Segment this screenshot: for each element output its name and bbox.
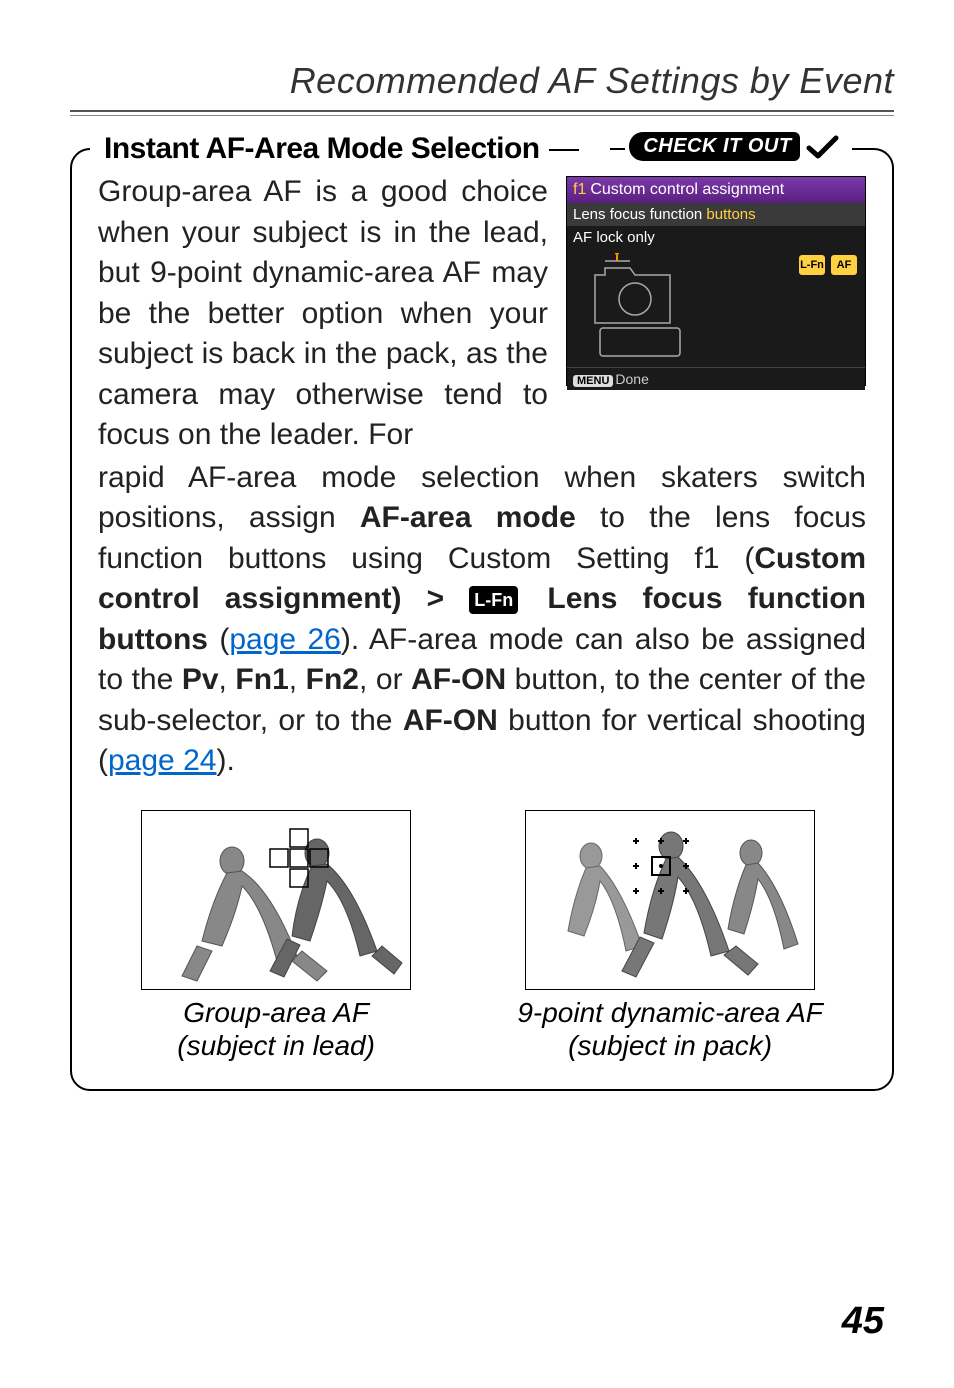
figures-row: Group-area AF (subject in lead) xyxy=(98,810,866,1063)
figure-right-caption2: (subject in pack) xyxy=(517,1029,823,1063)
camera-menu-screenshot: f1 Custom control assignment Lens focus … xyxy=(566,176,866,386)
menu-footer: MENUDone xyxy=(567,367,865,390)
page-number: 45 xyxy=(842,1300,884,1343)
menu-row-af-lock: AF lock only xyxy=(567,226,865,249)
menu-body: L-Fn AF xyxy=(567,249,865,367)
figure-9point: 9-point dynamic-area AF (subject in pack… xyxy=(517,810,823,1063)
callout-para2: rapid AF-area mode selection when skater… xyxy=(98,458,866,782)
check-it-out-badge: CHECK IT OUT xyxy=(625,132,844,162)
header-rule xyxy=(70,110,894,118)
figure-right-caption1: 9-point dynamic-area AF xyxy=(517,996,823,1030)
figure-group-area: Group-area AF (subject in lead) xyxy=(141,810,411,1063)
camera-outline-icon xyxy=(575,253,705,363)
menu-header: f1 Custom control assignment xyxy=(567,177,865,203)
page-24-link[interactable]: page 24 xyxy=(108,744,216,777)
checkmark-icon xyxy=(806,134,840,162)
callout-heading: Instant AF-Area Mode Selection xyxy=(100,132,583,166)
group-area-illustration xyxy=(141,810,411,990)
figure-left-caption1: Group-area AF xyxy=(141,996,411,1030)
figure-left-caption2: (subject in lead) xyxy=(141,1029,411,1063)
page-header-title: Recommended AF Settings by Event xyxy=(70,60,894,102)
page-26-link[interactable]: page 26 xyxy=(229,623,340,656)
menu-lfn-icon: L-Fn xyxy=(799,255,825,275)
lfn-icon: L-Fn xyxy=(469,586,518,614)
callout-para1: Group-area AF is a good choice when your… xyxy=(98,172,548,456)
menu-af-icon: AF xyxy=(831,255,857,275)
heading-line-icon xyxy=(549,145,579,155)
9point-illustration xyxy=(525,810,815,990)
menu-row-lens-focus: Lens focus function buttons xyxy=(567,203,865,226)
callout-box: Instant AF-Area Mode Selection CHECK IT … xyxy=(70,148,894,1091)
